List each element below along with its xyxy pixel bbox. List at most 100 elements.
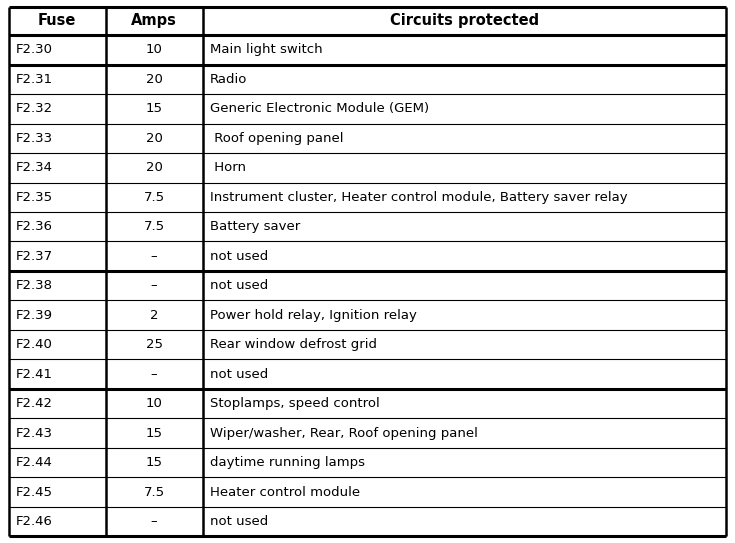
Bar xyxy=(9,65,106,94)
Bar xyxy=(9,300,106,330)
Bar xyxy=(203,389,726,419)
Bar xyxy=(9,419,106,448)
Bar xyxy=(106,123,203,153)
Text: Generic Electronic Module (GEM): Generic Electronic Module (GEM) xyxy=(210,102,429,115)
Bar xyxy=(9,477,106,507)
Text: F2.32: F2.32 xyxy=(16,102,54,115)
Bar xyxy=(106,65,203,94)
Text: not used: not used xyxy=(210,368,268,381)
Bar xyxy=(106,7,203,35)
Text: not used: not used xyxy=(210,279,268,292)
Bar xyxy=(9,242,106,271)
Bar xyxy=(106,35,203,65)
Text: Roof opening panel: Roof opening panel xyxy=(210,132,343,145)
Text: F2.36: F2.36 xyxy=(16,220,53,233)
Text: F2.43: F2.43 xyxy=(16,427,53,440)
Text: F2.31: F2.31 xyxy=(16,73,54,86)
Text: Heater control module: Heater control module xyxy=(210,486,360,498)
Bar xyxy=(203,448,726,477)
Text: F2.39: F2.39 xyxy=(16,309,53,322)
Bar xyxy=(9,35,106,65)
Text: –: – xyxy=(151,279,157,292)
Text: F2.46: F2.46 xyxy=(16,515,53,528)
Text: 20: 20 xyxy=(146,161,162,174)
Bar xyxy=(9,7,106,35)
Text: Instrument cluster, Heater control module, Battery saver relay: Instrument cluster, Heater control modul… xyxy=(210,191,628,204)
Text: 20: 20 xyxy=(146,73,162,86)
Text: F2.41: F2.41 xyxy=(16,368,53,381)
Text: Wiper/washer, Rear, Roof opening panel: Wiper/washer, Rear, Roof opening panel xyxy=(210,427,478,440)
Bar xyxy=(203,507,726,536)
Bar xyxy=(203,65,726,94)
Bar xyxy=(106,300,203,330)
Text: 25: 25 xyxy=(146,338,162,351)
Text: 15: 15 xyxy=(146,102,162,115)
Text: 7.5: 7.5 xyxy=(143,220,165,233)
Bar xyxy=(9,182,106,212)
Bar xyxy=(203,359,726,389)
Bar xyxy=(106,477,203,507)
Bar xyxy=(203,94,726,123)
Bar xyxy=(203,212,726,242)
Bar xyxy=(203,242,726,271)
Bar xyxy=(106,359,203,389)
Bar xyxy=(9,448,106,477)
Bar xyxy=(106,212,203,242)
Text: daytime running lamps: daytime running lamps xyxy=(210,456,365,469)
Text: F2.34: F2.34 xyxy=(16,161,53,174)
Bar xyxy=(9,389,106,419)
Bar xyxy=(203,477,726,507)
Text: 2: 2 xyxy=(150,309,158,322)
Text: Stoplamps, speed control: Stoplamps, speed control xyxy=(210,397,379,411)
Text: 10: 10 xyxy=(146,397,162,411)
Bar xyxy=(106,94,203,123)
Text: –: – xyxy=(151,368,157,381)
Text: not used: not used xyxy=(210,515,268,528)
Text: F2.38: F2.38 xyxy=(16,279,53,292)
Text: 20: 20 xyxy=(146,132,162,145)
Text: not used: not used xyxy=(210,250,268,263)
Bar xyxy=(106,182,203,212)
Text: F2.45: F2.45 xyxy=(16,486,53,498)
Text: F2.37: F2.37 xyxy=(16,250,54,263)
Bar xyxy=(9,123,106,153)
Bar xyxy=(106,507,203,536)
Bar xyxy=(9,271,106,300)
Bar xyxy=(203,419,726,448)
Text: F2.42: F2.42 xyxy=(16,397,53,411)
Text: F2.40: F2.40 xyxy=(16,338,53,351)
Text: Rear window defrost grid: Rear window defrost grid xyxy=(210,338,377,351)
Bar xyxy=(203,7,726,35)
Text: Horn: Horn xyxy=(210,161,245,174)
Bar xyxy=(106,271,203,300)
Bar xyxy=(9,153,106,182)
Text: Amps: Amps xyxy=(131,13,177,28)
Text: –: – xyxy=(151,515,157,528)
Bar xyxy=(9,94,106,123)
Text: 7.5: 7.5 xyxy=(143,486,165,498)
Bar xyxy=(203,271,726,300)
Text: Power hold relay, Ignition relay: Power hold relay, Ignition relay xyxy=(210,309,417,322)
Text: Radio: Radio xyxy=(210,73,247,86)
Text: F2.30: F2.30 xyxy=(16,43,53,56)
Bar xyxy=(203,123,726,153)
Text: 15: 15 xyxy=(146,427,162,440)
Bar xyxy=(203,300,726,330)
Text: Fuse: Fuse xyxy=(38,13,76,28)
Bar xyxy=(9,359,106,389)
Bar xyxy=(9,212,106,242)
Text: 15: 15 xyxy=(146,456,162,469)
Bar xyxy=(106,419,203,448)
Bar xyxy=(203,182,726,212)
Text: –: – xyxy=(151,250,157,263)
Bar xyxy=(9,507,106,536)
Bar xyxy=(203,330,726,359)
Text: 7.5: 7.5 xyxy=(143,191,165,204)
Bar xyxy=(203,153,726,182)
Text: Main light switch: Main light switch xyxy=(210,43,323,56)
Bar xyxy=(9,330,106,359)
Bar xyxy=(106,153,203,182)
Bar xyxy=(106,242,203,271)
Text: F2.33: F2.33 xyxy=(16,132,54,145)
Text: Battery saver: Battery saver xyxy=(210,220,300,233)
